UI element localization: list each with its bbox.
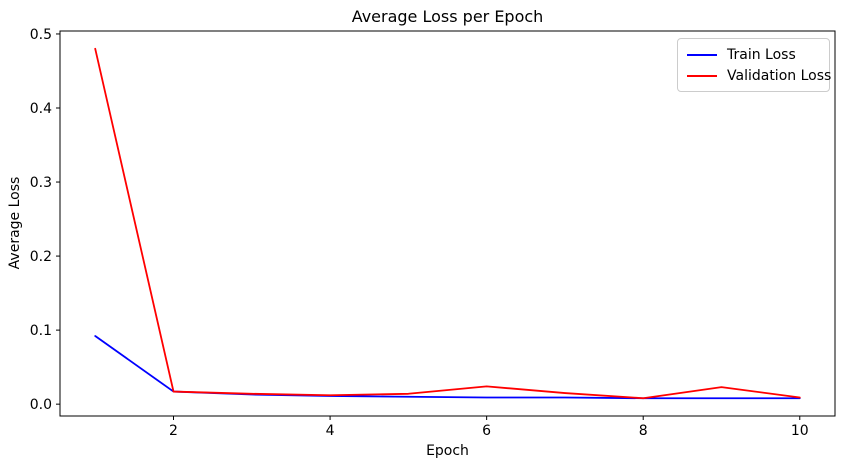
legend-label-train-loss: Train Loss (727, 46, 796, 63)
y-tick-label: 0.2 (30, 249, 52, 265)
y-tick-label: 0.3 (30, 175, 52, 191)
y-tick-label: 0.0 (30, 397, 52, 413)
train-loss-line-swatch (687, 53, 717, 56)
legend-entry-validation-loss: Validation Loss (687, 65, 831, 86)
train-loss-line (94, 335, 801, 400)
y-tick-label: 0.5 (30, 27, 52, 43)
chart-title: Average Loss per Epoch (351, 7, 544, 26)
validation-loss-line (94, 47, 801, 400)
x-axis-label: Epoch (426, 443, 469, 459)
validation-loss-line-swatch (687, 74, 717, 77)
y-tick-label: 0.4 (30, 101, 52, 117)
y-tick-label: 0.1 (30, 323, 52, 339)
y-axis-label-text: Average Loss (7, 176, 23, 270)
legend: Train Loss Validation Loss (677, 38, 831, 92)
x-tick-label: 8 (639, 423, 648, 439)
x-tick-label: 10 (791, 423, 809, 439)
plot-border (59, 30, 836, 417)
x-tick-label: 4 (326, 423, 335, 439)
legend-label-validation-loss: Validation Loss (727, 67, 832, 84)
x-tick-label: 2 (169, 423, 178, 439)
legend-entry-train-loss: Train Loss (687, 44, 820, 65)
x-tick-label: 6 (482, 423, 491, 439)
